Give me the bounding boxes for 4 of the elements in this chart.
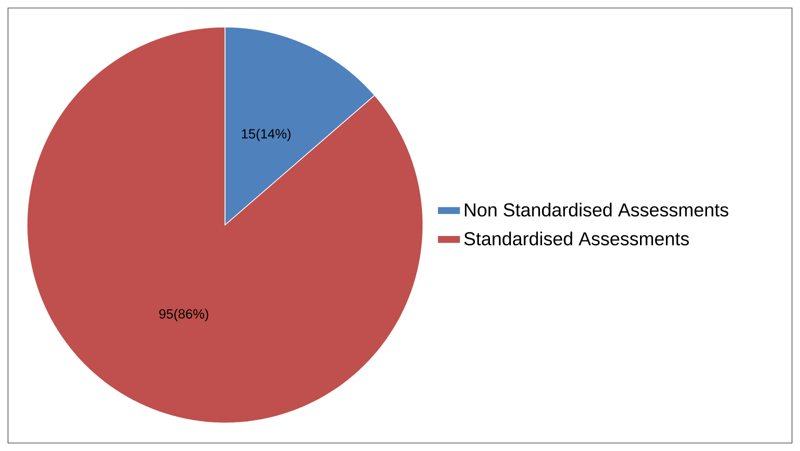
legend-label: Standardised Assessments [464,232,689,246]
data-label: 15(14%) [242,128,290,142]
legend-label: Non Standardised Assessments [464,202,728,217]
data-label: 95(86%) [159,308,208,322]
